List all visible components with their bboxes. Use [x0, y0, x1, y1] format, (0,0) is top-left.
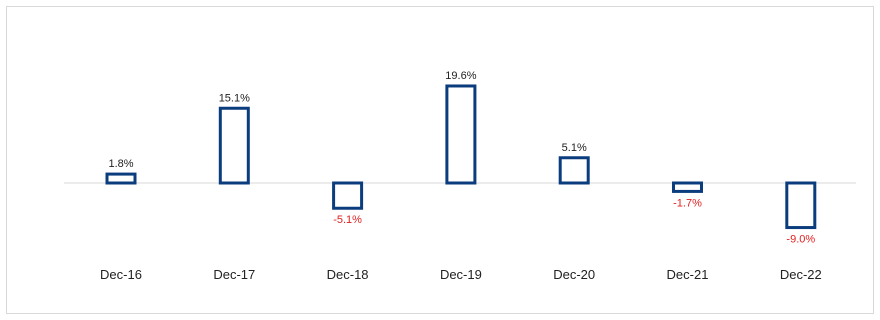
category-label-dec-22: Dec-22	[780, 267, 822, 282]
bar-dec-17	[218, 106, 250, 185]
value-labels-group: 1.8% 15.1% -5.1% 19.6% 5.1% -1.7% -9.0%	[108, 70, 815, 246]
bars-group	[105, 84, 817, 230]
category-labels-group: Dec-16 Dec-17 Dec-18 Dec-19 Dec-20 Dec-21 Dec-…	[100, 267, 822, 282]
category-label-dec-18: Dec-18	[327, 267, 369, 282]
bar-dec-19	[445, 84, 477, 185]
bar-dec-20	[558, 156, 590, 185]
category-label-dec-21: Dec-21	[667, 267, 709, 282]
value-label-dec-20: 5.1%	[562, 142, 587, 154]
category-label-dec-17: Dec-17	[213, 267, 255, 282]
chart-frame	[6, 6, 874, 314]
value-label-dec-17: 15.1%	[219, 92, 250, 104]
value-label-dec-18: -5.1%	[333, 214, 362, 226]
bar-dec-22	[785, 181, 817, 230]
bar-dec-21	[672, 181, 703, 193]
category-label-dec-19: Dec-19	[440, 267, 482, 282]
bar-dec-18	[332, 181, 364, 210]
bar-dec-16	[105, 172, 137, 185]
value-label-dec-21: -1.7%	[673, 197, 702, 209]
category-label-dec-16: Dec-16	[100, 267, 142, 282]
value-label-dec-19: 19.6%	[445, 70, 476, 82]
value-label-dec-16: 1.8%	[108, 158, 133, 170]
value-label-dec-22: -9.0%	[786, 234, 815, 246]
category-label-dec-20: Dec-20	[553, 267, 595, 282]
